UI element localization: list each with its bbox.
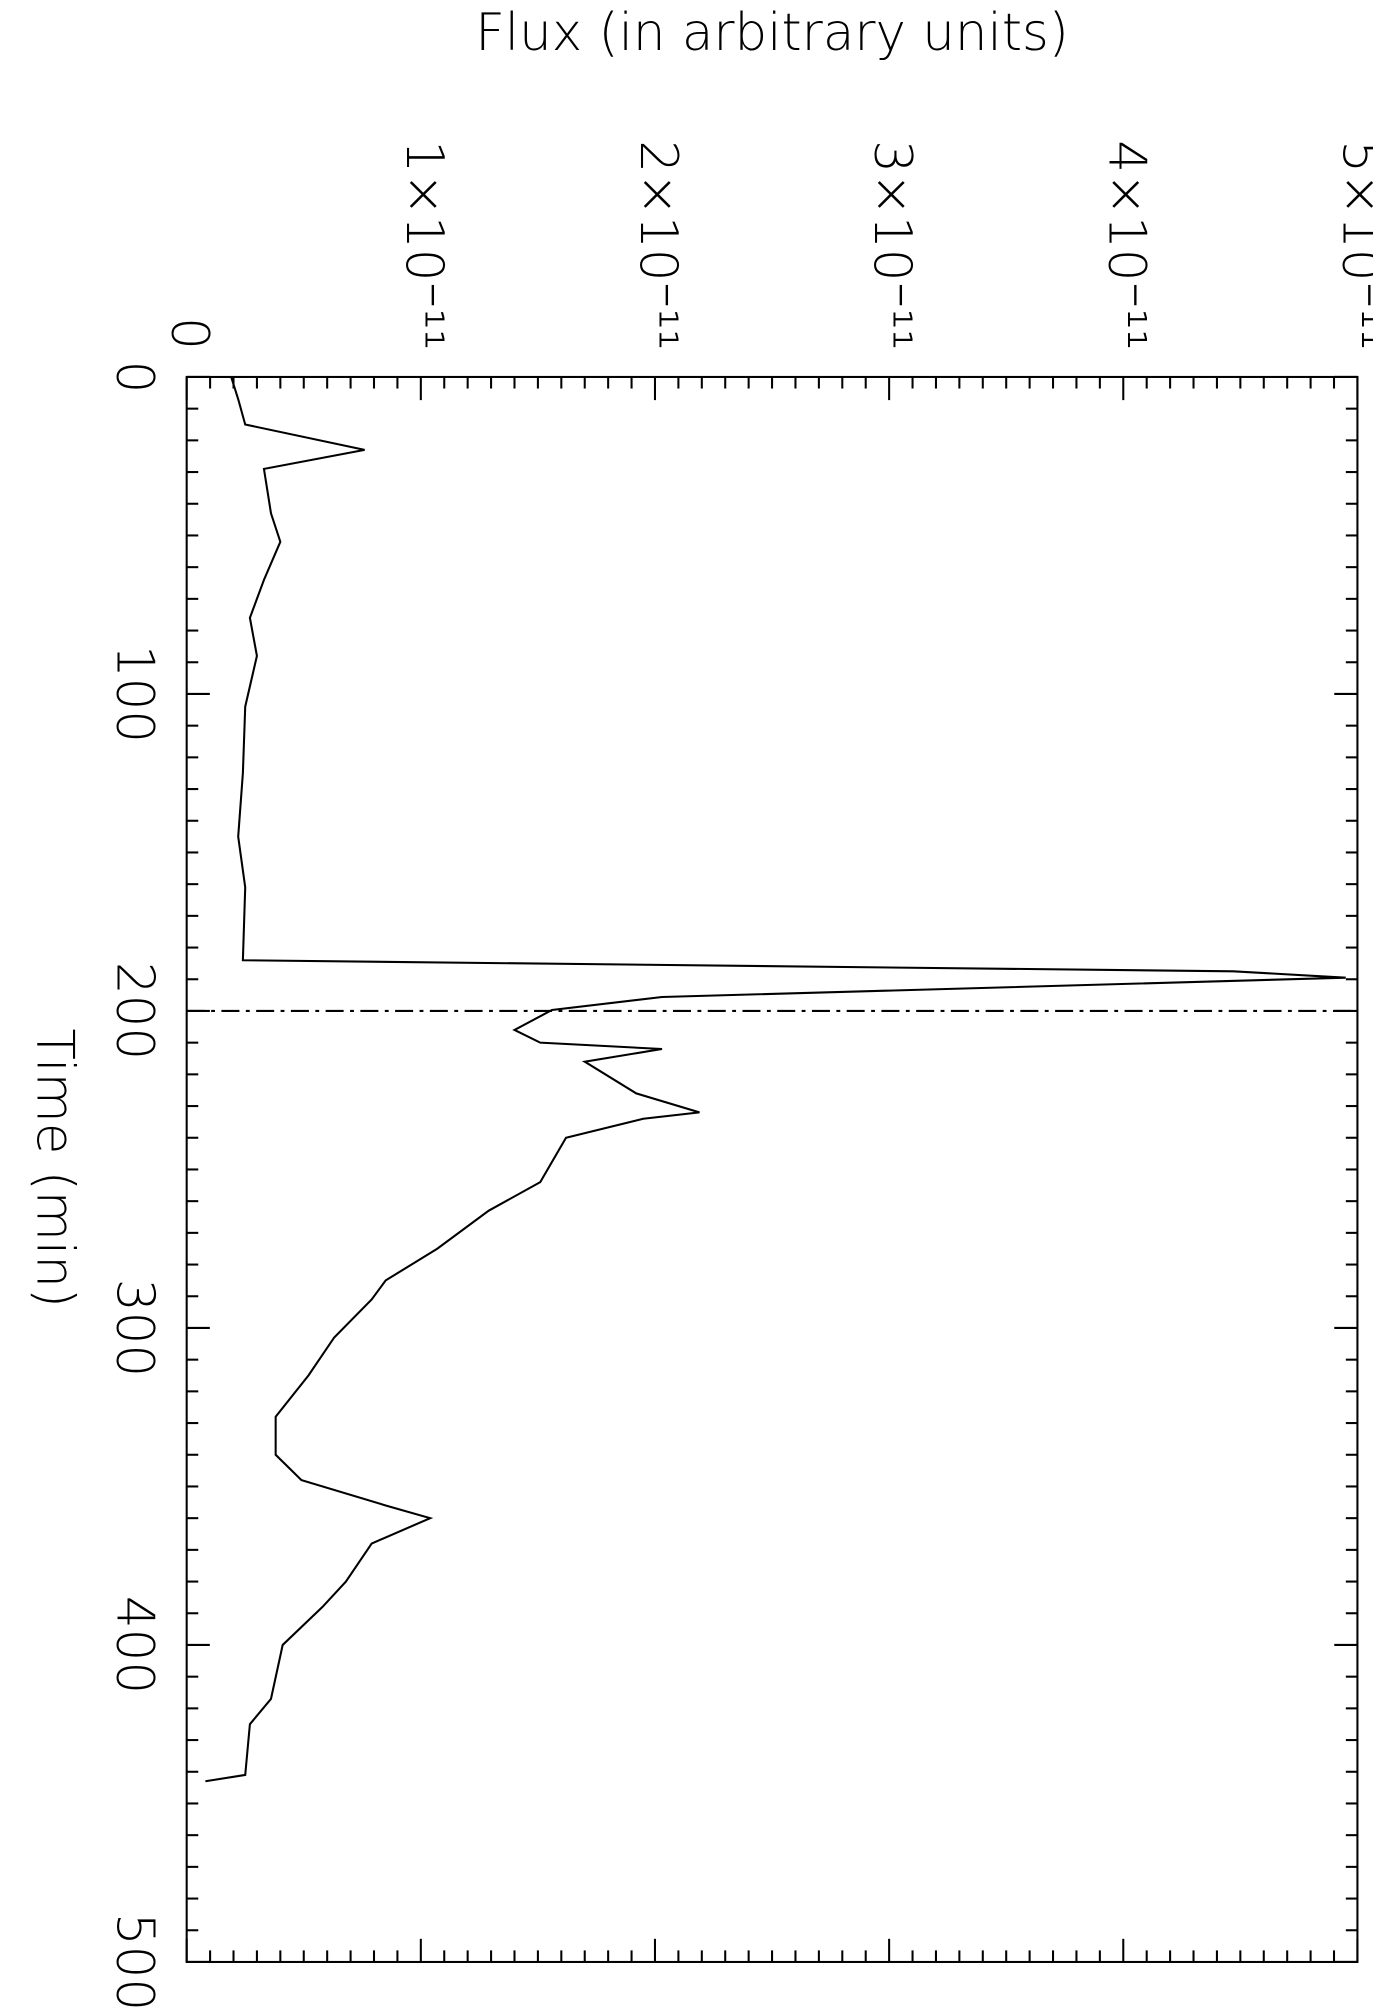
x-axis-title: Time (min) (25, 1028, 85, 1307)
y-tick-label: 5×10⁻¹¹ (1330, 140, 1373, 350)
x-tick-label: 500 (104, 1913, 164, 2011)
y-tick-label: 4×10⁻¹¹ (1096, 140, 1156, 350)
y-tick-label: 0 (160, 317, 220, 350)
y-tick-label: 3×10⁻¹¹ (862, 140, 922, 350)
x-tick-label: 400 (104, 1596, 164, 1694)
x-tick-label: 100 (104, 645, 164, 743)
x-tick-label: 300 (104, 1279, 164, 1377)
x-tick-label: 0 (104, 361, 164, 394)
plot-frame (185, 375, 1359, 1963)
y-tick-label: 2×10⁻¹¹ (628, 140, 688, 350)
x-tick-label: 200 (104, 962, 164, 1060)
flux-line (205, 376, 1346, 1783)
y-tick-label: 1×10⁻¹¹ (394, 140, 454, 350)
y-axis-title: Flux (in arbitrary units) (475, 3, 1069, 63)
